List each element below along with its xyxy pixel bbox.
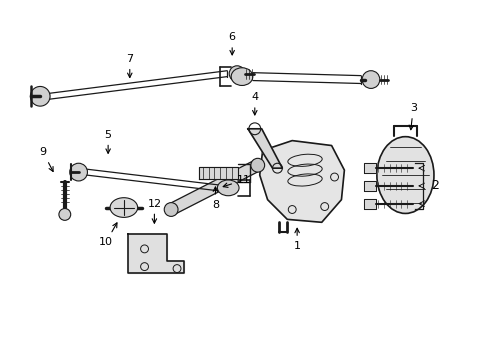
Ellipse shape	[217, 180, 239, 196]
Polygon shape	[259, 141, 344, 222]
Polygon shape	[128, 234, 183, 273]
Ellipse shape	[231, 68, 252, 85]
Text: 3: 3	[408, 103, 416, 130]
Text: 11: 11	[223, 175, 250, 187]
Ellipse shape	[376, 137, 433, 213]
Text: 6: 6	[228, 32, 235, 55]
Text: 12: 12	[147, 198, 161, 223]
Polygon shape	[168, 160, 260, 215]
Polygon shape	[363, 181, 375, 191]
Text: 5: 5	[105, 130, 111, 153]
Circle shape	[164, 203, 178, 216]
Circle shape	[250, 158, 264, 172]
Text: 10: 10	[99, 223, 117, 247]
Polygon shape	[198, 167, 238, 179]
Text: 1: 1	[293, 228, 300, 251]
Polygon shape	[247, 129, 282, 168]
Text: 9: 9	[40, 147, 53, 171]
Text: 8: 8	[212, 187, 219, 210]
Ellipse shape	[110, 198, 137, 217]
Circle shape	[70, 163, 87, 181]
Text: 2: 2	[430, 179, 438, 192]
Polygon shape	[363, 163, 375, 173]
Circle shape	[59, 208, 71, 220]
Circle shape	[30, 86, 50, 106]
Circle shape	[362, 71, 379, 89]
Circle shape	[229, 66, 244, 81]
Text: 7: 7	[126, 54, 133, 77]
Text: 4: 4	[251, 92, 258, 115]
Polygon shape	[363, 199, 375, 208]
